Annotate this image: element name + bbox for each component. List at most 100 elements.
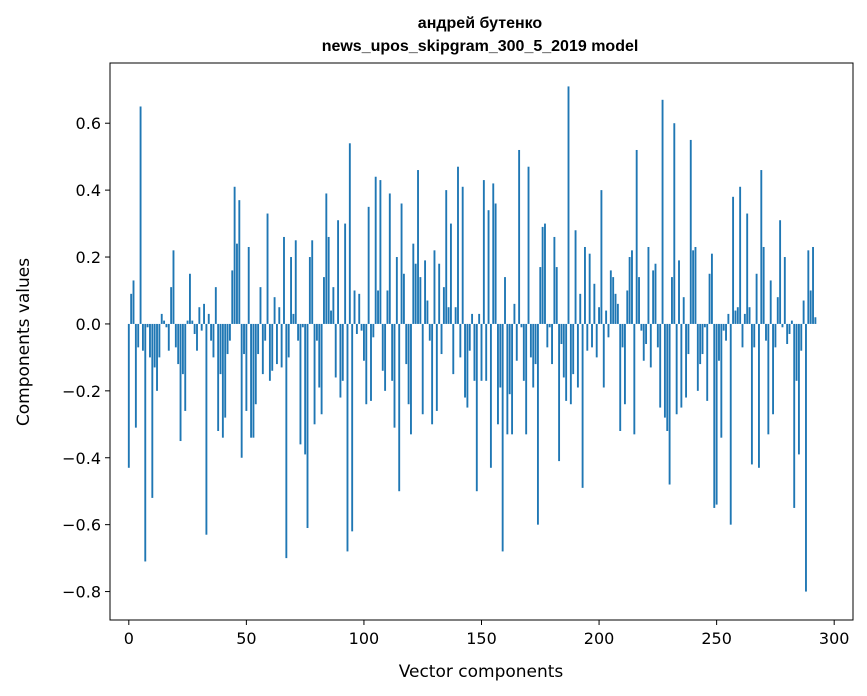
bar-91	[341, 323, 344, 381]
bar-129	[431, 323, 434, 425]
bar-115	[398, 323, 401, 492]
bar-167	[520, 323, 523, 328]
bar-21	[177, 323, 180, 365]
bar-126	[424, 260, 427, 324]
bar-243	[699, 323, 702, 365]
bar-261	[741, 323, 744, 348]
bar-105	[374, 176, 377, 324]
bar-284	[795, 323, 798, 381]
bar-45	[233, 186, 236, 324]
bar-8	[146, 323, 149, 328]
bar-102	[367, 206, 370, 324]
bar-160	[504, 277, 506, 324]
bar-148	[475, 323, 478, 492]
bar-3	[134, 323, 137, 428]
bar-88	[334, 323, 337, 378]
bar-18	[170, 287, 173, 324]
bar-15	[163, 320, 166, 324]
bar-252	[720, 323, 723, 438]
bar-109	[384, 323, 387, 391]
bar-244	[701, 323, 704, 355]
bar-9	[149, 323, 151, 358]
bar-130	[433, 250, 436, 324]
bar-62	[273, 297, 276, 324]
bar-231	[671, 277, 673, 324]
bar-269	[760, 170, 763, 324]
bar-260	[739, 186, 742, 324]
bar-16	[165, 323, 168, 328]
bar-2	[132, 280, 135, 324]
bar-207	[614, 293, 617, 324]
bar-36	[212, 323, 215, 358]
x-tick-label: 250	[701, 629, 732, 648]
bar-177	[544, 223, 546, 324]
bar-96	[353, 290, 356, 324]
bar-178	[546, 323, 549, 348]
bar-224	[654, 263, 657, 324]
y-axis: −0.8 −0.6 −0.4 −0.2 0.0 0.2 0.4 0.6	[62, 114, 110, 602]
bar-264	[748, 307, 751, 324]
bar-274	[772, 323, 774, 415]
bar-223	[652, 270, 655, 324]
bar-17	[167, 323, 170, 351]
bar-51	[247, 246, 250, 324]
bar-215	[633, 323, 636, 435]
bar-254	[725, 323, 727, 341]
bar-169	[525, 323, 528, 435]
bar-159	[501, 323, 504, 552]
bar-186	[565, 323, 568, 401]
bar-112	[391, 323, 394, 381]
bar-67	[285, 323, 288, 559]
bar-74	[301, 323, 304, 328]
bar-275	[774, 323, 777, 348]
bar-66	[283, 236, 285, 324]
bar-259	[736, 307, 739, 324]
bar-213	[628, 257, 631, 324]
bar-4	[137, 323, 140, 348]
bar-158	[499, 323, 502, 388]
bar-93	[346, 323, 349, 552]
bar-6	[141, 323, 144, 351]
bar-95	[351, 323, 354, 532]
bar-108	[381, 323, 384, 371]
bar-32	[203, 303, 205, 324]
bar-234	[678, 260, 680, 324]
bar-214	[631, 250, 633, 324]
bar-179	[548, 323, 551, 328]
bar-0	[127, 323, 130, 468]
bar-176	[541, 226, 544, 324]
y-tick-label: 0.2	[76, 248, 101, 267]
bar-94	[348, 143, 351, 324]
bar-47	[238, 200, 241, 324]
y-tick-label: −0.6	[62, 516, 101, 535]
bar-60	[268, 323, 271, 381]
bar-151	[482, 180, 485, 324]
bar-41	[224, 323, 227, 418]
bar-72	[297, 323, 300, 341]
bar-103	[370, 323, 372, 401]
y-tick-label: −0.2	[62, 382, 101, 401]
bar-110	[386, 290, 389, 324]
bar-238	[687, 323, 690, 355]
bar-50	[245, 323, 248, 411]
bar-204	[607, 323, 610, 338]
bar-12	[156, 323, 158, 391]
bar-222	[649, 323, 652, 368]
bar-84	[325, 193, 328, 324]
bar-104	[372, 323, 375, 338]
bar-277	[779, 220, 782, 324]
bar-162	[508, 323, 511, 395]
bar-279	[783, 257, 786, 324]
bar-117	[402, 273, 405, 324]
bar-247	[708, 273, 711, 324]
bar-272	[767, 323, 770, 435]
bar-11	[153, 323, 156, 368]
bar-197	[591, 323, 593, 348]
bar-166	[518, 149, 521, 324]
bar-20	[174, 323, 177, 348]
bar-37	[214, 287, 217, 324]
bar-14	[160, 313, 163, 324]
chart-subtitle: news_upos_skipgram_300_5_2019 model	[322, 38, 639, 55]
bar-270	[762, 246, 765, 324]
